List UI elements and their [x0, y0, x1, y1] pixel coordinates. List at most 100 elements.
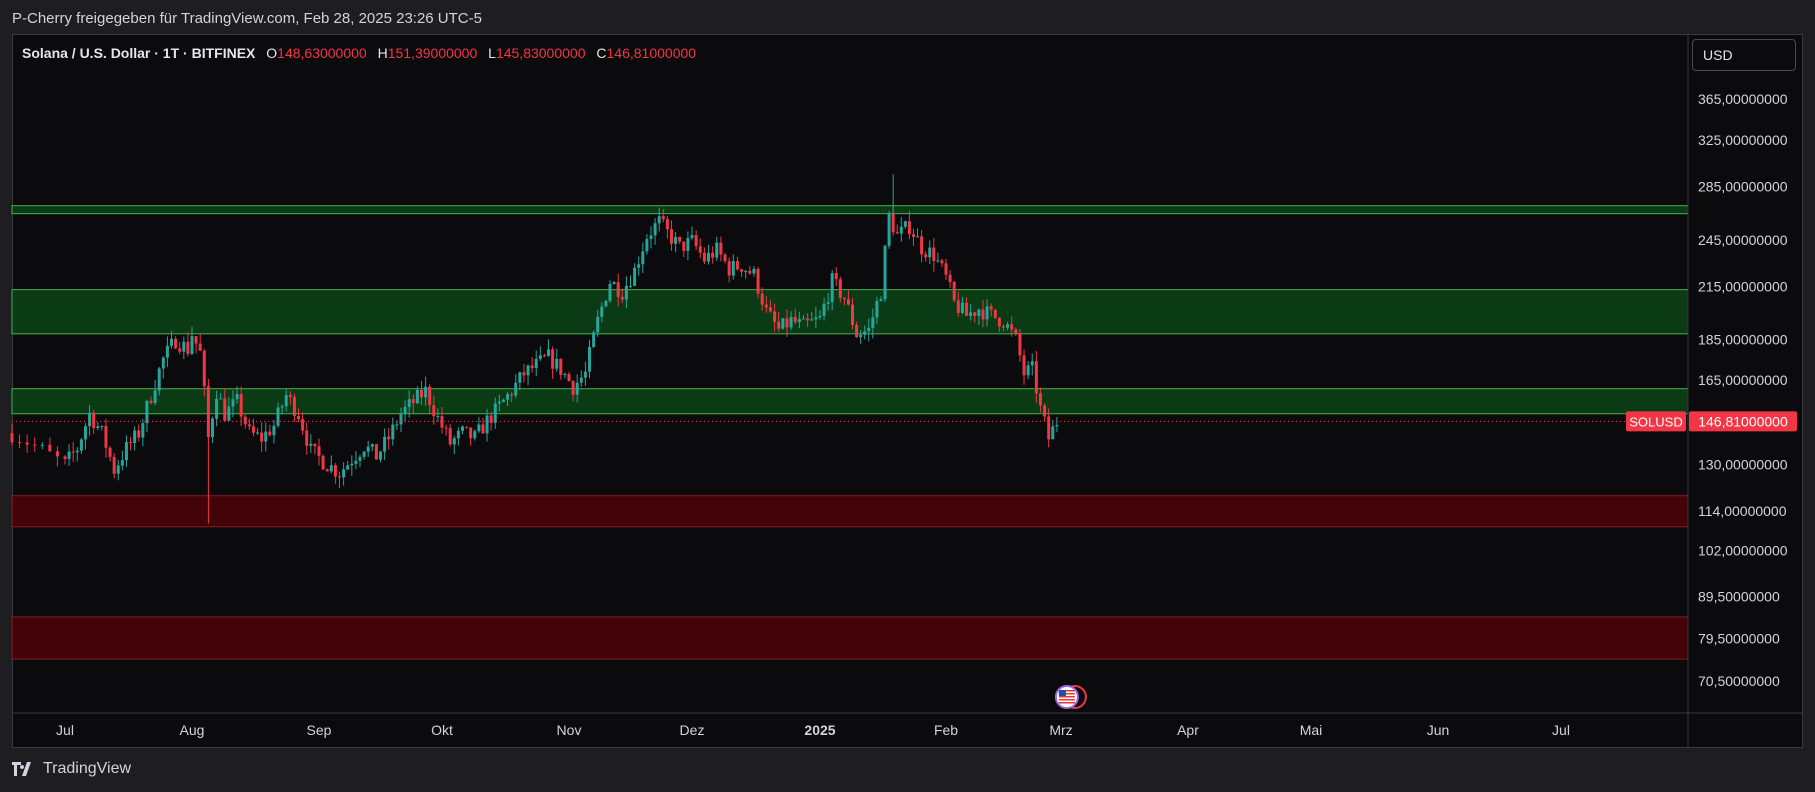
candle-body[interactable] — [456, 430, 460, 439]
candle-body[interactable] — [40, 444, 44, 446]
candle-body[interactable] — [859, 334, 863, 338]
candle-body[interactable] — [903, 221, 907, 227]
candle-body[interactable] — [506, 394, 510, 400]
candle-body[interactable] — [129, 442, 133, 444]
candle-body[interactable] — [977, 309, 981, 316]
candle-body[interactable] — [678, 236, 682, 242]
candle-body[interactable] — [157, 368, 161, 391]
candle-body[interactable] — [612, 282, 616, 285]
candle-body[interactable] — [309, 443, 313, 446]
candle-body[interactable] — [481, 424, 485, 434]
candle-body[interactable] — [1038, 393, 1042, 406]
candle-body[interactable] — [305, 430, 309, 446]
candle-body[interactable] — [596, 316, 600, 333]
candle-body[interactable] — [346, 465, 350, 470]
support-zone-1[interactable] — [11, 289, 1689, 335]
candle-body[interactable] — [973, 312, 977, 316]
candle-body[interactable] — [952, 281, 956, 301]
candle-body[interactable] — [194, 336, 198, 344]
last-price-tag[interactable] — [1689, 411, 1797, 432]
candle-body[interactable] — [608, 284, 612, 301]
symbol-tag[interactable] — [1626, 411, 1686, 432]
candle-body[interactable] — [383, 436, 387, 452]
candle-body[interactable] — [1006, 324, 1010, 328]
candle-body[interactable] — [292, 396, 296, 417]
candle-body[interactable] — [460, 426, 464, 431]
candle-body[interactable] — [424, 386, 428, 398]
candle-body[interactable] — [202, 350, 206, 387]
candle-body[interactable] — [354, 460, 358, 464]
candle-body[interactable] — [538, 355, 542, 359]
candle-body[interactable] — [387, 436, 391, 440]
candle-body[interactable] — [149, 400, 153, 403]
candle-body[interactable] — [806, 318, 810, 321]
candle-body[interactable] — [793, 316, 797, 323]
candle-body[interactable] — [141, 423, 145, 438]
candle-body[interactable] — [251, 426, 255, 433]
candle-body[interactable] — [92, 412, 96, 429]
candle-body[interactable] — [985, 306, 989, 320]
candle-body[interactable] — [297, 416, 301, 420]
candle-body[interactable] — [137, 430, 141, 438]
candle-body[interactable] — [215, 398, 219, 419]
candle-body[interactable] — [174, 338, 178, 349]
candle-body[interactable] — [818, 315, 822, 318]
candle-body[interactable] — [682, 241, 686, 251]
candle-body[interactable] — [379, 451, 382, 460]
candle-body[interactable] — [1002, 326, 1005, 328]
candle-body[interactable] — [71, 451, 75, 453]
candle-body[interactable] — [629, 285, 632, 287]
candle-body[interactable] — [432, 405, 436, 417]
candle-body[interactable] — [198, 343, 202, 351]
candle-body[interactable] — [981, 309, 985, 320]
candle-body[interactable] — [744, 270, 748, 272]
candle-body[interactable] — [661, 216, 665, 220]
candle-body[interactable] — [657, 216, 661, 224]
candle-body[interactable] — [731, 261, 735, 276]
candle-body[interactable] — [637, 264, 641, 268]
candle-body[interactable] — [75, 450, 79, 453]
candle-body[interactable] — [243, 416, 247, 425]
candle-body[interactable] — [932, 247, 936, 261]
candle-body[interactable] — [534, 358, 538, 369]
candle-body[interactable] — [620, 296, 624, 300]
candle-body[interactable] — [916, 236, 920, 238]
candle-body[interactable] — [366, 446, 370, 452]
candle-body[interactable] — [575, 382, 579, 395]
support-zone-0[interactable] — [11, 205, 1689, 215]
candle-body[interactable] — [920, 236, 924, 255]
candle-body[interactable] — [863, 331, 867, 335]
candle-body[interactable] — [235, 394, 239, 400]
candle-body[interactable] — [469, 427, 473, 439]
candle-body[interactable] — [268, 431, 272, 436]
candle-body[interactable] — [510, 394, 514, 396]
candle-body[interactable] — [846, 299, 850, 305]
candle-body[interactable] — [325, 469, 329, 472]
candle-body[interactable] — [444, 427, 448, 429]
candle-body[interactable] — [317, 446, 321, 456]
candle-body[interactable] — [727, 261, 731, 276]
candle-body[interactable] — [567, 374, 571, 382]
candle-body[interactable] — [333, 465, 337, 477]
candle-body[interactable] — [1026, 365, 1030, 376]
candle-body[interactable] — [940, 260, 944, 264]
candle-body[interactable] — [518, 372, 522, 383]
candle-body[interactable] — [288, 394, 292, 397]
candle-body[interactable] — [690, 235, 694, 239]
candle-body[interactable] — [752, 269, 756, 274]
candle-body[interactable] — [748, 270, 752, 274]
candle-body[interactable] — [440, 416, 444, 428]
candle-body[interactable] — [477, 424, 481, 432]
candle-body[interactable] — [760, 293, 764, 305]
candle-body[interactable] — [272, 425, 276, 436]
candle-body[interactable] — [936, 260, 940, 262]
candle-body[interactable] — [374, 444, 378, 460]
candle-body[interactable] — [838, 279, 842, 298]
candle-body[interactable] — [313, 443, 317, 447]
candle-body[interactable] — [10, 433, 14, 443]
candle-body[interactable] — [686, 238, 690, 251]
candle-body[interactable] — [777, 321, 781, 329]
candle-body[interactable] — [781, 318, 785, 329]
candle-body[interactable] — [887, 213, 891, 246]
candle-body[interactable] — [899, 226, 903, 234]
